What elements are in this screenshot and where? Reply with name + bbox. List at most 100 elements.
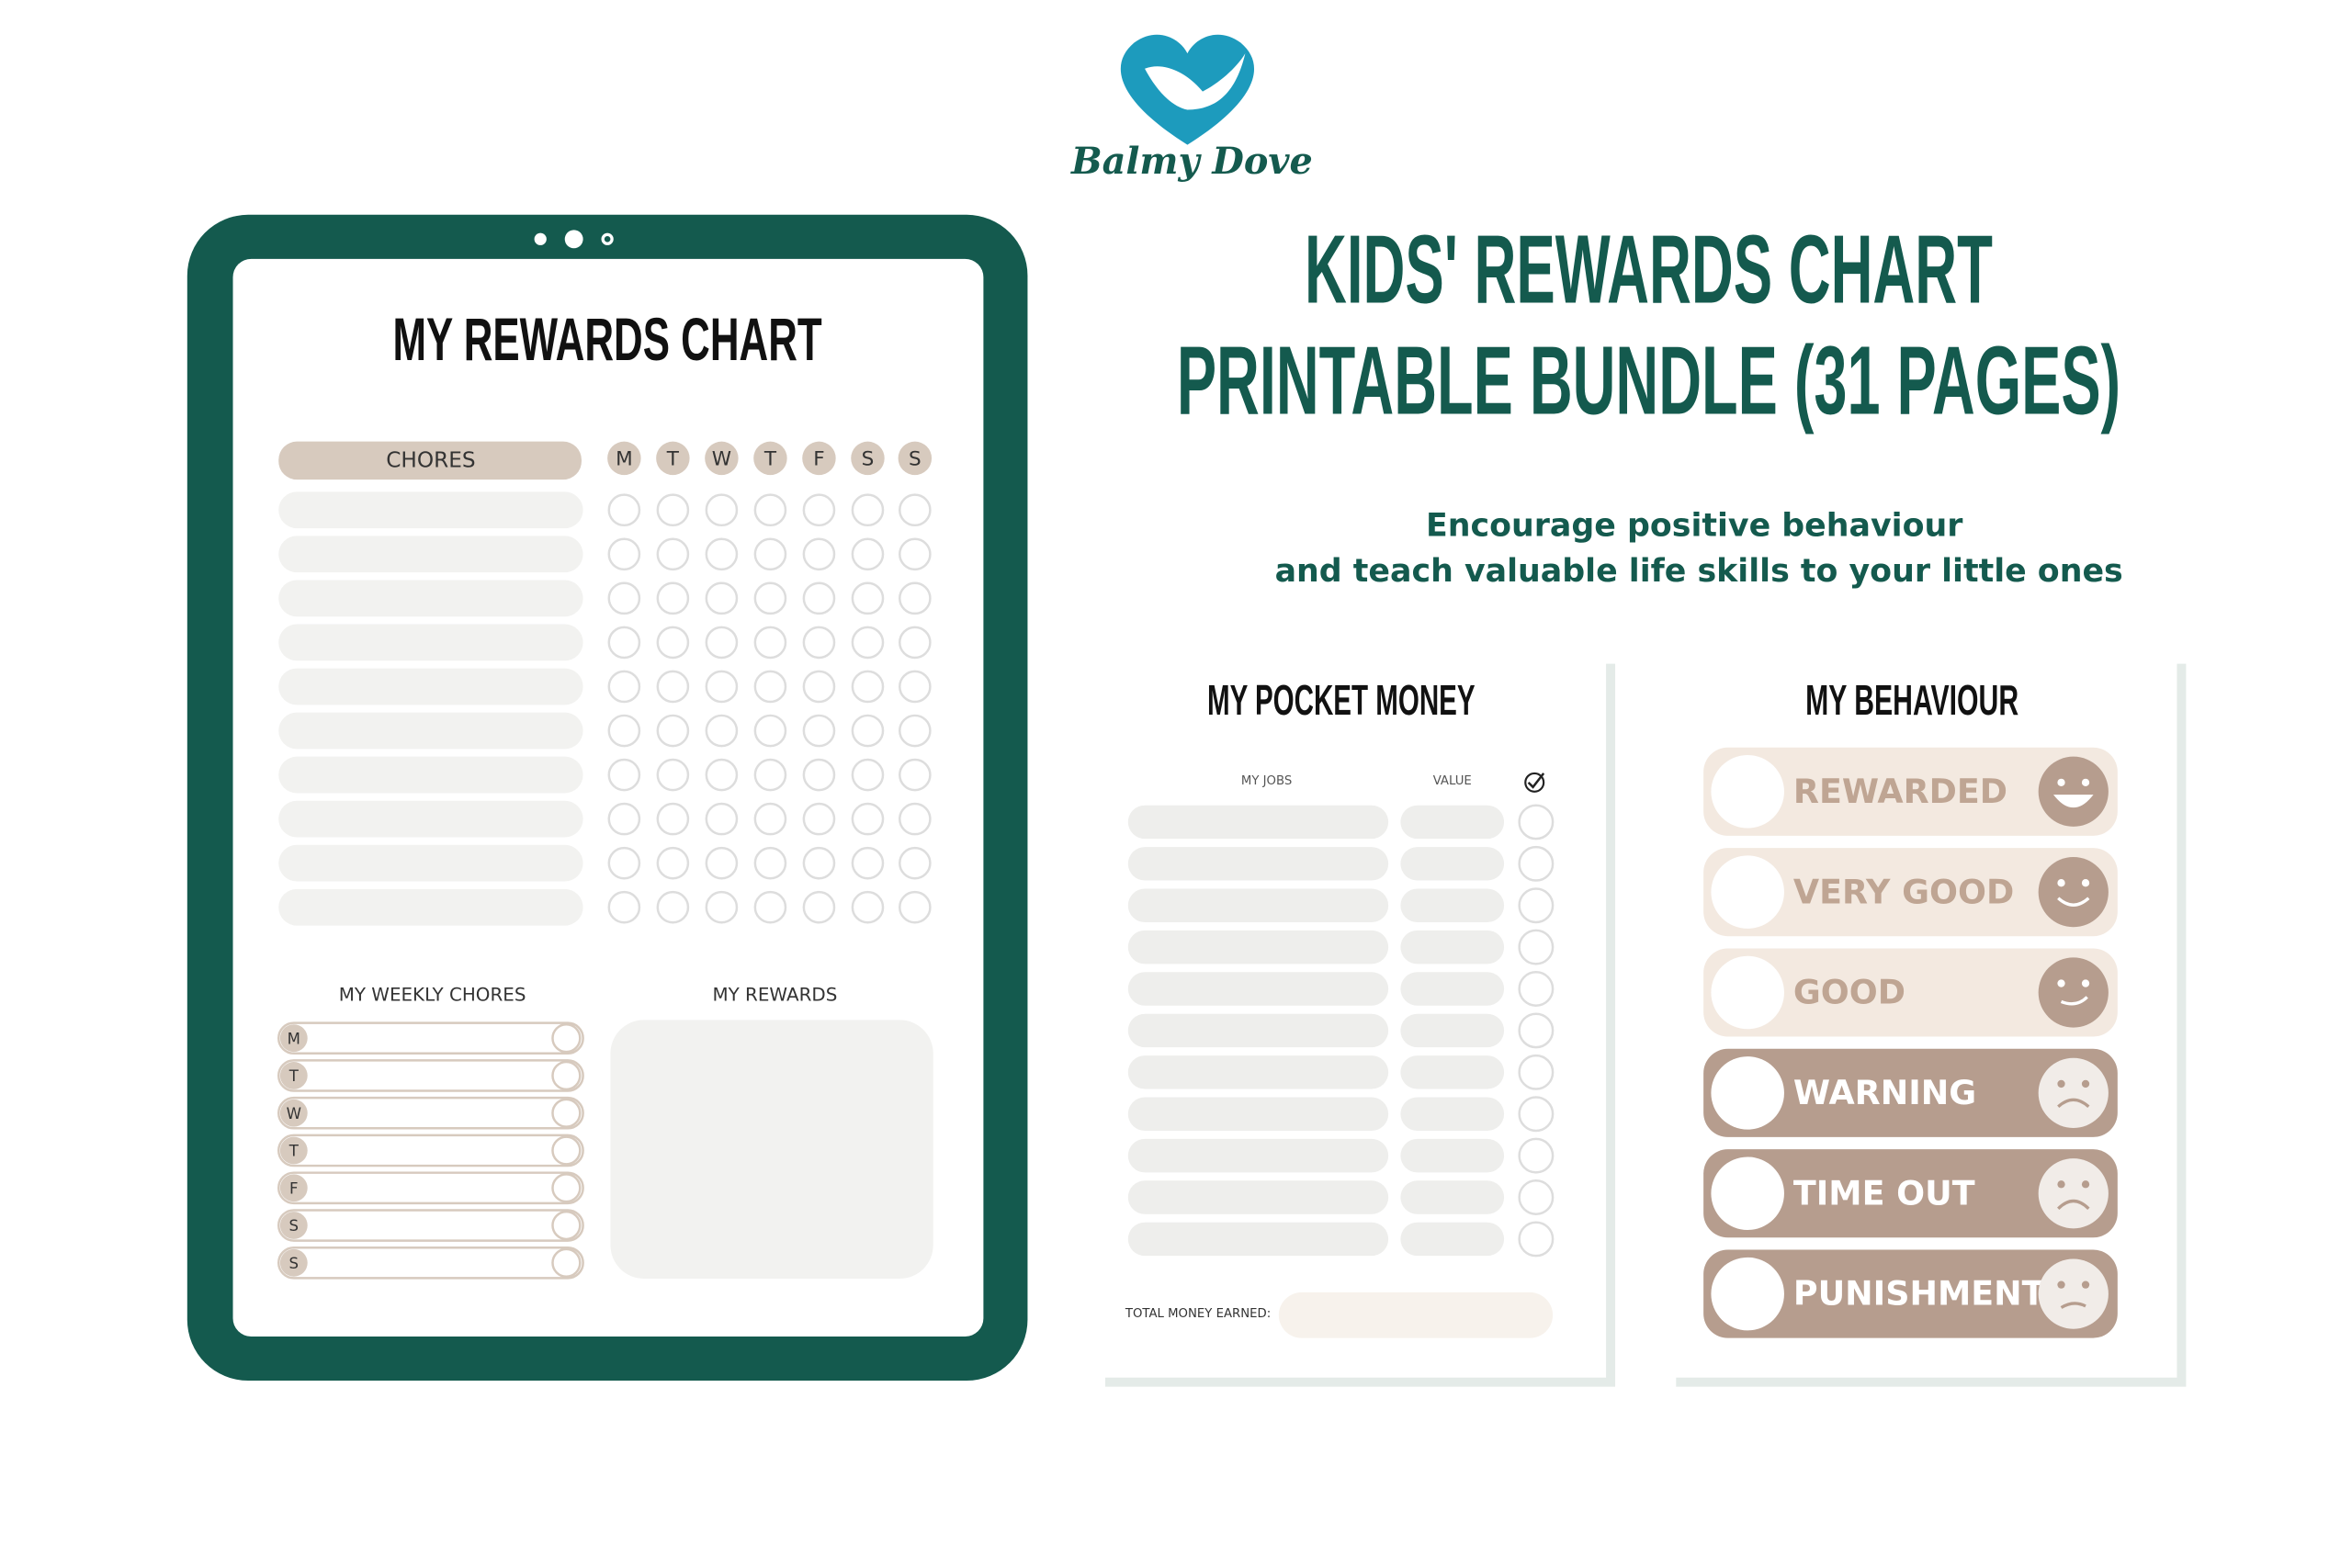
tick-circle (705, 758, 739, 792)
level-circle (1711, 955, 1784, 1030)
tick-circle (1518, 845, 1555, 882)
check-icon (1527, 773, 1545, 789)
tick-circle (656, 537, 690, 571)
chore-field (278, 668, 583, 705)
tick-circle (705, 670, 739, 704)
face-mouth (2060, 1302, 2086, 1309)
day-badge (753, 441, 787, 476)
tick-circle (753, 758, 787, 792)
tick-circle (607, 537, 641, 571)
behaviour-level (1703, 1149, 2118, 1238)
weekly-tick (551, 1023, 582, 1054)
level-label: TIME OUT (1793, 1173, 1975, 1213)
rewards-box (610, 1020, 933, 1280)
camera-dot (534, 232, 547, 245)
tick-circle (656, 846, 690, 880)
logo-dove (1145, 53, 1246, 110)
day-badge (851, 441, 885, 476)
tick-circle (851, 493, 885, 527)
value-field (1400, 805, 1505, 840)
tick-circle (802, 802, 836, 836)
face-icon (2038, 1057, 2109, 1128)
weekly-day-label: W (287, 1105, 301, 1122)
face-eye (2057, 879, 2065, 887)
weekly-field (277, 1021, 584, 1055)
weekly-day-badge (279, 1099, 308, 1127)
weekly-field (277, 1246, 584, 1280)
tick-circle (705, 714, 739, 748)
weekly-day-badge (279, 1062, 308, 1089)
weekly-day-label: M (288, 1030, 300, 1047)
day-badge (656, 441, 690, 476)
camera-dot (601, 232, 614, 245)
tick-circle (656, 493, 690, 527)
tick-circle (753, 802, 787, 836)
value-field (1400, 1180, 1505, 1214)
weekly-day-label: S (289, 1255, 300, 1272)
level-label: GOOD (1793, 973, 1905, 1012)
tick-circle (607, 846, 641, 880)
level-label: WARNING (1793, 1073, 1976, 1112)
headline-line1: KIDS' REWARDS CHART (1305, 216, 1993, 324)
tick-circle (753, 537, 787, 571)
face-eye (2081, 1079, 2090, 1089)
face-eye (2081, 979, 2090, 987)
chore-field (278, 536, 583, 573)
job-field (1127, 1180, 1389, 1214)
tick-circle (899, 714, 932, 748)
tick-circle (899, 493, 932, 527)
weekly-day-badge (279, 1248, 308, 1277)
face-mouth (2060, 996, 2088, 1006)
level-circle (1711, 755, 1784, 829)
tick-circle (607, 581, 641, 615)
tick-circle (899, 802, 932, 836)
weekly-day-badge (279, 1174, 308, 1202)
value-field (1400, 1097, 1505, 1131)
tick-circle (851, 714, 885, 748)
tick-circle (607, 890, 641, 924)
chore-field (278, 756, 583, 794)
face-mouth (2057, 1098, 2090, 1109)
day-badge (607, 441, 641, 476)
face-eye (2057, 1180, 2065, 1189)
tick-circle (851, 890, 885, 924)
tick-circle (851, 802, 885, 836)
tick-circle (753, 714, 787, 748)
tick-circle (656, 802, 690, 836)
face-icon (2038, 857, 2109, 928)
column-header: MY JOBS (1241, 774, 1292, 788)
brand: Balmy Dove (1070, 141, 1313, 183)
tick-circle (1518, 1096, 1555, 1133)
weekly-field (277, 1096, 584, 1130)
weekly-tick (551, 1247, 582, 1278)
tick-circle (753, 890, 787, 924)
face-mouth (2057, 897, 2090, 907)
tick-circle (607, 714, 641, 748)
total-label: TOTAL MONEY EARNED: (1125, 1307, 1271, 1321)
face-mouth (2057, 1199, 2090, 1211)
job-field (1127, 1055, 1389, 1089)
tick-circle (607, 758, 641, 792)
level-label: REWARDED (1793, 772, 2007, 811)
tick-circle (705, 581, 739, 615)
chore-field (278, 580, 583, 617)
day-label: M (616, 448, 633, 471)
weekly-field (277, 1134, 584, 1168)
tick-circle (705, 802, 739, 836)
tick-circle (851, 846, 885, 880)
tick-circle (802, 537, 836, 571)
day-badge (802, 441, 836, 476)
face-eye (2081, 778, 2090, 786)
tick-circle (656, 670, 690, 704)
chores-header: CHORES (386, 448, 475, 473)
face-mouth (2052, 795, 2094, 808)
face-icon (2038, 1158, 2109, 1229)
tick-circle (705, 890, 739, 924)
day-label: W (712, 448, 731, 471)
chore-field (278, 800, 583, 838)
tick-circle (851, 626, 885, 660)
tick-circle (1518, 1012, 1555, 1049)
tick-circle (899, 670, 932, 704)
tick-circle (802, 846, 836, 880)
face-eye (2057, 979, 2065, 987)
